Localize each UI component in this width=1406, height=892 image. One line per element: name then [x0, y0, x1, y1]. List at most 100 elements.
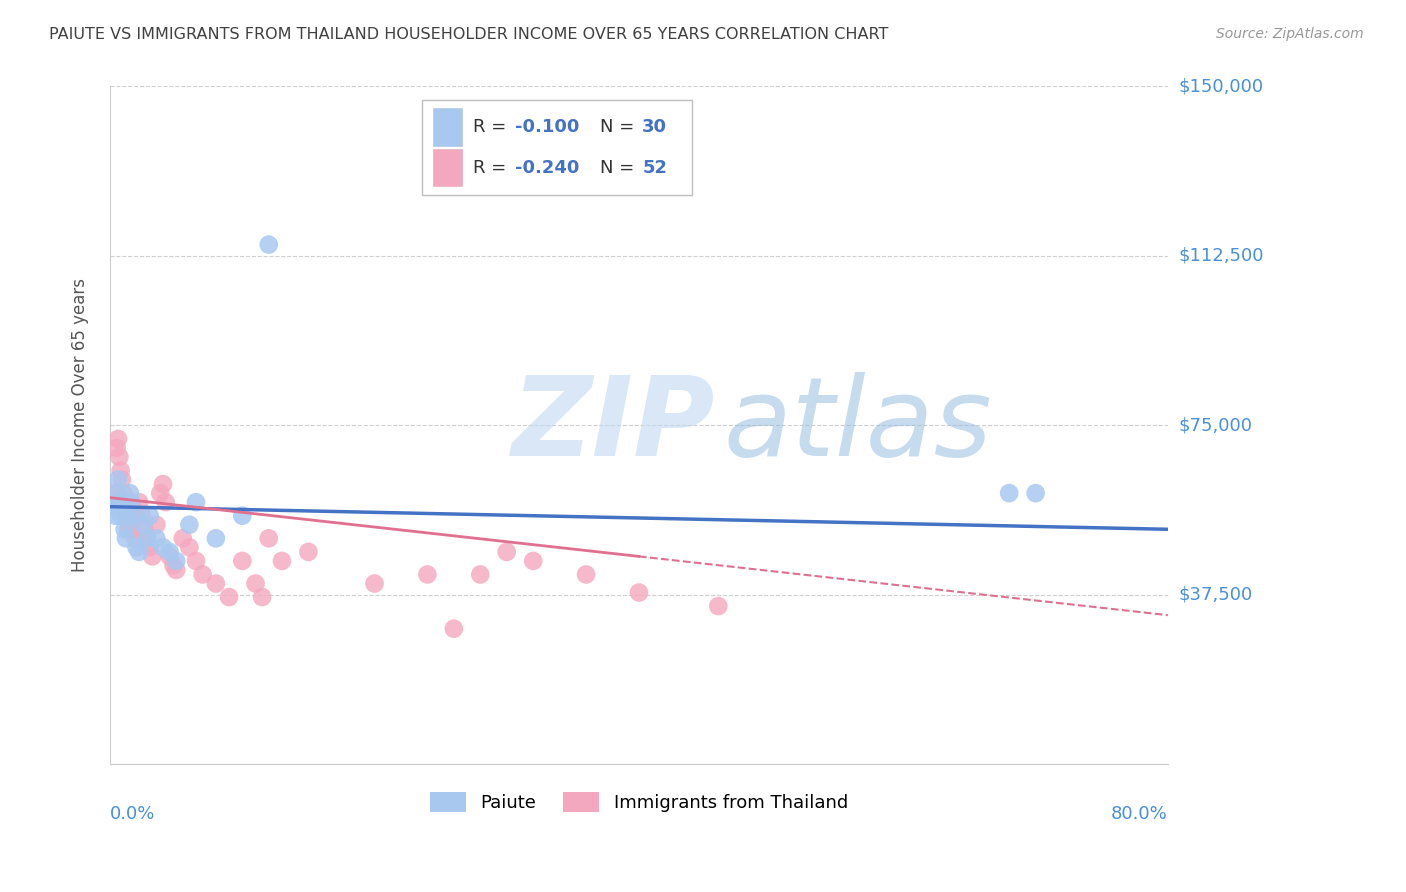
- Point: [122, 522, 145, 536]
- Point: [103, 500, 125, 514]
- Text: ZIP: ZIP: [512, 372, 716, 479]
- Point: [443, 622, 465, 636]
- Point: [271, 554, 294, 568]
- Point: [155, 495, 177, 509]
- Point: [136, 532, 159, 546]
- Point: [108, 495, 131, 509]
- Point: [112, 486, 135, 500]
- Point: [107, 432, 129, 446]
- Text: PAIUTE VS IMMIGRANTS FROM THAILAND HOUSEHOLDER INCOME OVER 65 YEARS CORRELATION : PAIUTE VS IMMIGRANTS FROM THAILAND HOUSE…: [49, 27, 889, 42]
- Text: $150,000: $150,000: [1180, 78, 1264, 95]
- Point: [110, 508, 132, 523]
- Bar: [433, 109, 463, 145]
- Text: atlas: atlas: [724, 372, 993, 479]
- Point: [125, 508, 148, 523]
- Point: [165, 563, 187, 577]
- Point: [105, 441, 128, 455]
- Text: 80.0%: 80.0%: [1111, 805, 1168, 823]
- Point: [128, 545, 150, 559]
- Point: [245, 576, 267, 591]
- Point: [115, 504, 138, 518]
- Point: [152, 477, 174, 491]
- Point: [111, 495, 134, 509]
- Text: $37,500: $37,500: [1180, 586, 1253, 604]
- Text: Source: ZipAtlas.com: Source: ZipAtlas.com: [1216, 27, 1364, 41]
- Point: [125, 541, 148, 555]
- Point: [149, 486, 172, 500]
- Text: N =: N =: [600, 159, 640, 177]
- Point: [159, 549, 181, 564]
- Point: [107, 473, 129, 487]
- Point: [495, 545, 517, 559]
- Point: [522, 554, 544, 568]
- Point: [103, 495, 125, 509]
- Point: [165, 554, 187, 568]
- Point: [121, 500, 143, 514]
- Point: [363, 576, 385, 591]
- Point: [131, 508, 153, 523]
- Point: [250, 590, 273, 604]
- Point: [134, 522, 156, 536]
- Text: $75,000: $75,000: [1180, 417, 1253, 434]
- Point: [998, 486, 1021, 500]
- Text: $112,500: $112,500: [1180, 247, 1264, 265]
- Y-axis label: Householder Income Over 65 years: Householder Income Over 65 years: [72, 278, 89, 573]
- Point: [114, 495, 136, 509]
- Point: [179, 541, 201, 555]
- Point: [124, 532, 146, 546]
- Point: [162, 558, 184, 573]
- Point: [297, 545, 319, 559]
- Point: [139, 541, 162, 555]
- Point: [145, 532, 167, 546]
- Point: [111, 473, 134, 487]
- Point: [470, 567, 492, 582]
- Point: [416, 567, 439, 582]
- Point: [117, 513, 139, 527]
- Point: [132, 517, 155, 532]
- Point: [122, 508, 145, 523]
- Point: [707, 599, 730, 613]
- Point: [231, 508, 253, 523]
- Point: [205, 532, 228, 546]
- Point: [115, 532, 138, 546]
- Point: [105, 486, 128, 500]
- FancyBboxPatch shape: [422, 100, 692, 194]
- Point: [1025, 486, 1047, 500]
- Text: R =: R =: [472, 118, 512, 136]
- Point: [108, 450, 131, 464]
- Point: [141, 549, 163, 564]
- Point: [120, 508, 142, 523]
- Point: [117, 508, 139, 523]
- Point: [205, 576, 228, 591]
- Point: [112, 500, 135, 514]
- Point: [191, 567, 214, 582]
- Point: [104, 486, 127, 500]
- Point: [184, 554, 207, 568]
- Point: [118, 486, 141, 500]
- Point: [179, 517, 201, 532]
- Text: N =: N =: [600, 118, 640, 136]
- Point: [231, 554, 253, 568]
- Point: [218, 590, 240, 604]
- Legend: Paiute, Immigrants from Thailand: Paiute, Immigrants from Thailand: [423, 784, 855, 820]
- Point: [128, 495, 150, 509]
- Point: [104, 508, 127, 523]
- Point: [159, 545, 181, 559]
- Point: [627, 585, 650, 599]
- Point: [114, 522, 136, 536]
- Text: -0.240: -0.240: [515, 159, 579, 177]
- Point: [575, 567, 598, 582]
- Point: [136, 532, 159, 546]
- Point: [172, 532, 194, 546]
- Point: [110, 464, 132, 478]
- Point: [117, 522, 139, 536]
- Point: [257, 237, 280, 252]
- Point: [145, 517, 167, 532]
- Point: [257, 532, 280, 546]
- Point: [120, 495, 142, 509]
- Text: -0.100: -0.100: [515, 118, 579, 136]
- Text: 52: 52: [643, 159, 666, 177]
- Point: [184, 495, 207, 509]
- Text: 0.0%: 0.0%: [110, 805, 156, 823]
- Point: [139, 508, 162, 523]
